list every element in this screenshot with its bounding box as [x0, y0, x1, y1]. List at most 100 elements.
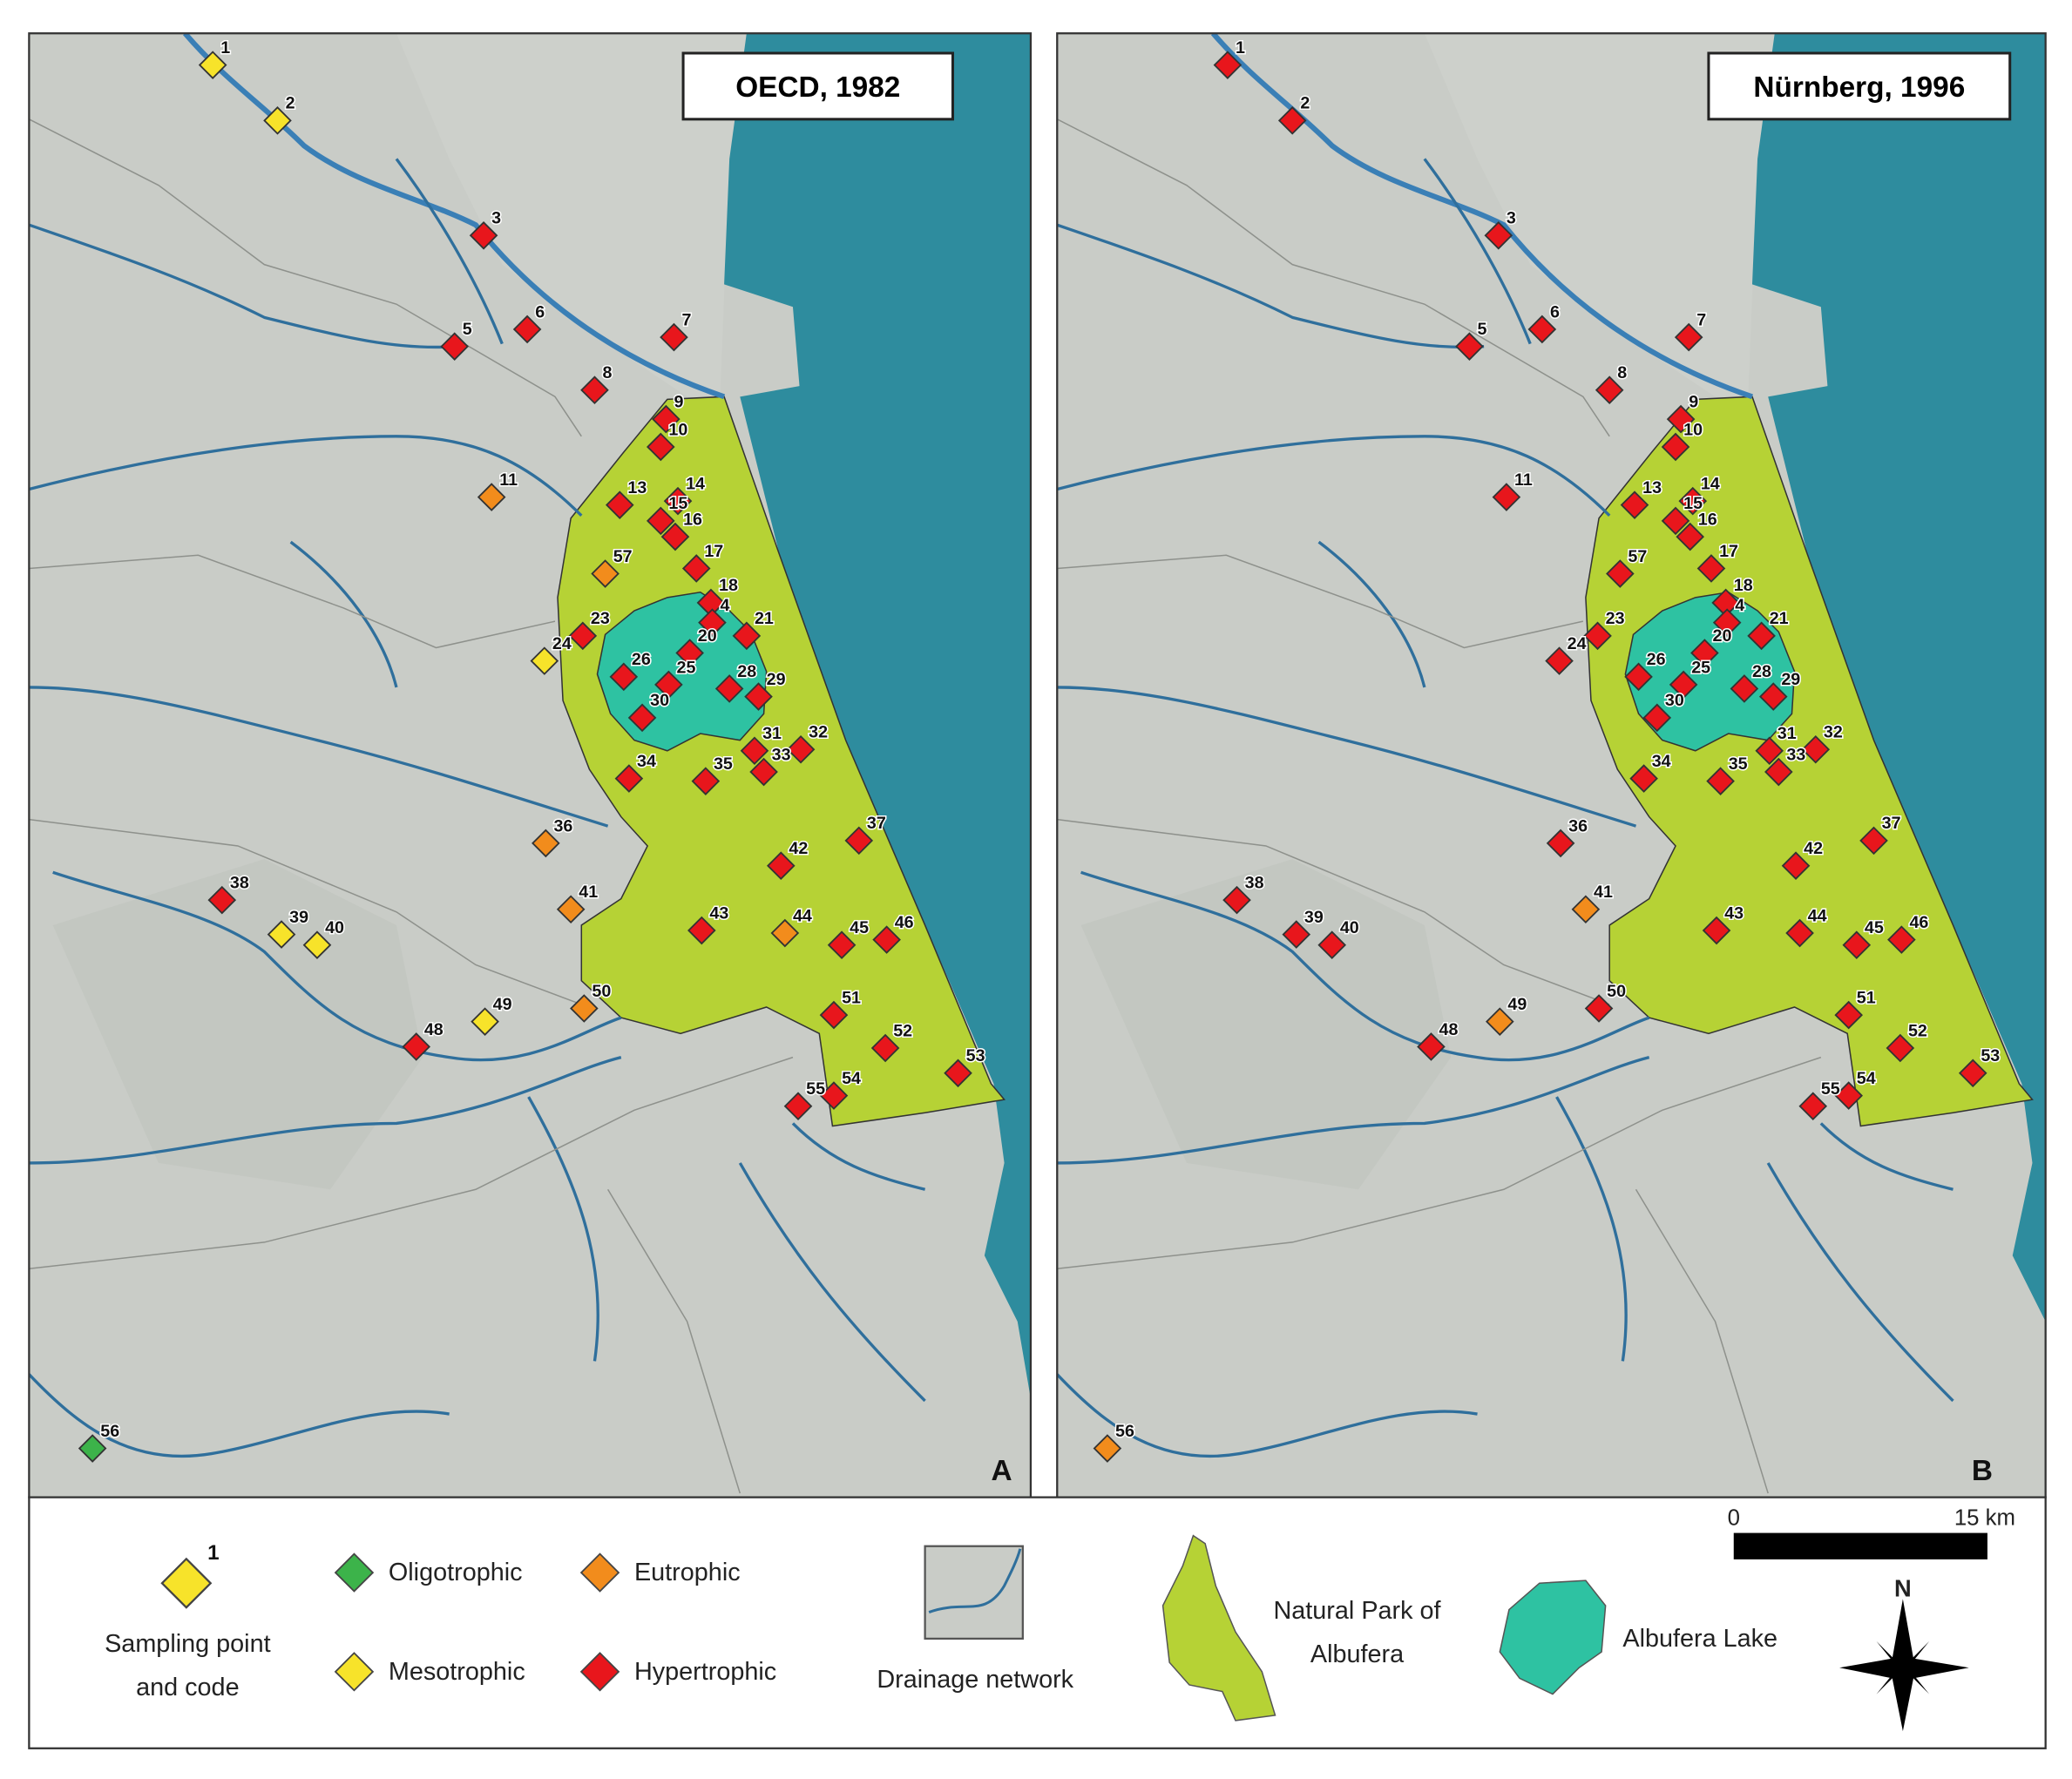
point-code: 46 — [895, 913, 914, 932]
sampling-point — [1666, 404, 1696, 434]
point-code: 37 — [1882, 814, 1901, 833]
point-code: 23 — [1606, 609, 1625, 628]
point-code: 52 — [893, 1021, 912, 1040]
sampling-point — [1093, 1434, 1122, 1463]
point-code: 51 — [842, 988, 861, 1007]
point-code: 26 — [632, 650, 651, 669]
point-code: 14 — [686, 474, 705, 493]
point-code: 29 — [1781, 670, 1800, 689]
point-code: 35 — [1729, 754, 1748, 774]
point-code: 30 — [650, 691, 669, 710]
sampling-point — [744, 682, 773, 711]
point-code: 43 — [1724, 903, 1744, 923]
scale-start: 0 — [1728, 1505, 1740, 1530]
point-code: 15 — [1683, 494, 1703, 513]
point-code: 11 — [499, 470, 518, 490]
point-code: 36 — [1568, 816, 1588, 835]
sampling-point — [1696, 554, 1726, 583]
point-code: 56 — [1115, 1422, 1134, 1441]
sampling-point — [646, 432, 675, 462]
point-code: 55 — [1821, 1079, 1840, 1099]
sampling-point — [1484, 220, 1513, 250]
sampling-point — [770, 918, 800, 948]
sampling-point — [819, 1081, 849, 1110]
panel-title: Nürnberg, 1996 — [1753, 71, 1965, 104]
sampling-point — [591, 559, 620, 588]
sampling-point — [766, 851, 796, 881]
point-code: 52 — [1908, 1021, 1927, 1040]
point-code: 41 — [1594, 883, 1613, 902]
point-code: 1 — [1236, 38, 1245, 57]
sampling-point — [1606, 559, 1635, 588]
sampling-point — [1781, 851, 1811, 881]
point-code: 55 — [806, 1079, 825, 1099]
sampling-point — [872, 925, 901, 954]
point-code: 13 — [627, 478, 647, 497]
sampling-point — [570, 994, 599, 1023]
sampling-point — [1755, 736, 1784, 766]
sampling-point — [714, 674, 744, 703]
north-label: N — [1894, 1574, 1912, 1601]
point-code: 3 — [1507, 209, 1516, 228]
sampling-point — [1712, 608, 1742, 637]
point-code: 21 — [755, 609, 774, 628]
scale-bar — [1733, 1532, 1987, 1559]
map-b — [1057, 33, 2062, 1497]
legend-drainage-line — [928, 1548, 1022, 1613]
point-code: 50 — [592, 982, 611, 1001]
sampling-point — [1277, 106, 1307, 135]
point-code: 46 — [1909, 913, 1928, 932]
point-code: 25 — [1691, 658, 1710, 677]
legend-sample-marker — [160, 1557, 213, 1609]
sampling-point — [1747, 621, 1776, 651]
point-code: 49 — [1507, 995, 1527, 1014]
sampling-point — [267, 920, 296, 949]
sampling-point — [1785, 918, 1814, 948]
sampling-point — [263, 106, 292, 135]
sampling-point — [609, 662, 639, 692]
sampling-point — [1842, 930, 1872, 959]
point-code: 44 — [793, 906, 812, 925]
legend-class-marker — [579, 1552, 620, 1593]
point-code: 10 — [1683, 420, 1703, 439]
panel-title-box — [1707, 51, 2012, 121]
point-code: 5 — [1478, 320, 1487, 339]
sampling-point — [556, 895, 586, 924]
point-code: 24 — [1568, 634, 1587, 653]
sampling-point — [530, 646, 559, 675]
legend-class-label: Oligotrophic — [389, 1559, 523, 1586]
sampling-point — [1887, 925, 1916, 954]
point-code: 26 — [1647, 650, 1666, 669]
legend-sample-code: 1 — [207, 1541, 220, 1565]
legend-drainage-swatch — [924, 1545, 1024, 1640]
point-code: 18 — [1734, 576, 1753, 595]
sampling-point — [654, 670, 683, 700]
sampling-point — [1674, 322, 1703, 352]
sampling-point — [1213, 51, 1243, 79]
scale-end: 15 km — [1954, 1505, 2015, 1530]
point-code: 40 — [1340, 918, 1359, 937]
panel-title-box — [681, 51, 954, 121]
sampling-point — [512, 315, 542, 344]
sampling-point — [1417, 1032, 1446, 1061]
legend-sample-label: and code — [136, 1674, 240, 1701]
sampling-point — [1661, 432, 1690, 462]
sampling-point — [660, 322, 688, 352]
sampling-point — [1455, 332, 1484, 361]
sampling-point — [1690, 639, 1719, 667]
sampling-point — [568, 621, 598, 651]
legend-class-label: Hypertrophic — [634, 1658, 776, 1686]
point-code: 53 — [966, 1046, 985, 1065]
sampling-point — [740, 736, 769, 766]
point-code: 4 — [721, 596, 730, 615]
sampling-point — [687, 916, 716, 945]
point-code: 3 — [491, 209, 501, 228]
point-code: 20 — [698, 626, 717, 646]
point-code: 16 — [683, 510, 702, 529]
sampling-point — [1834, 1081, 1863, 1110]
sampling-point — [1702, 916, 1731, 945]
sampling-point — [1545, 646, 1574, 675]
